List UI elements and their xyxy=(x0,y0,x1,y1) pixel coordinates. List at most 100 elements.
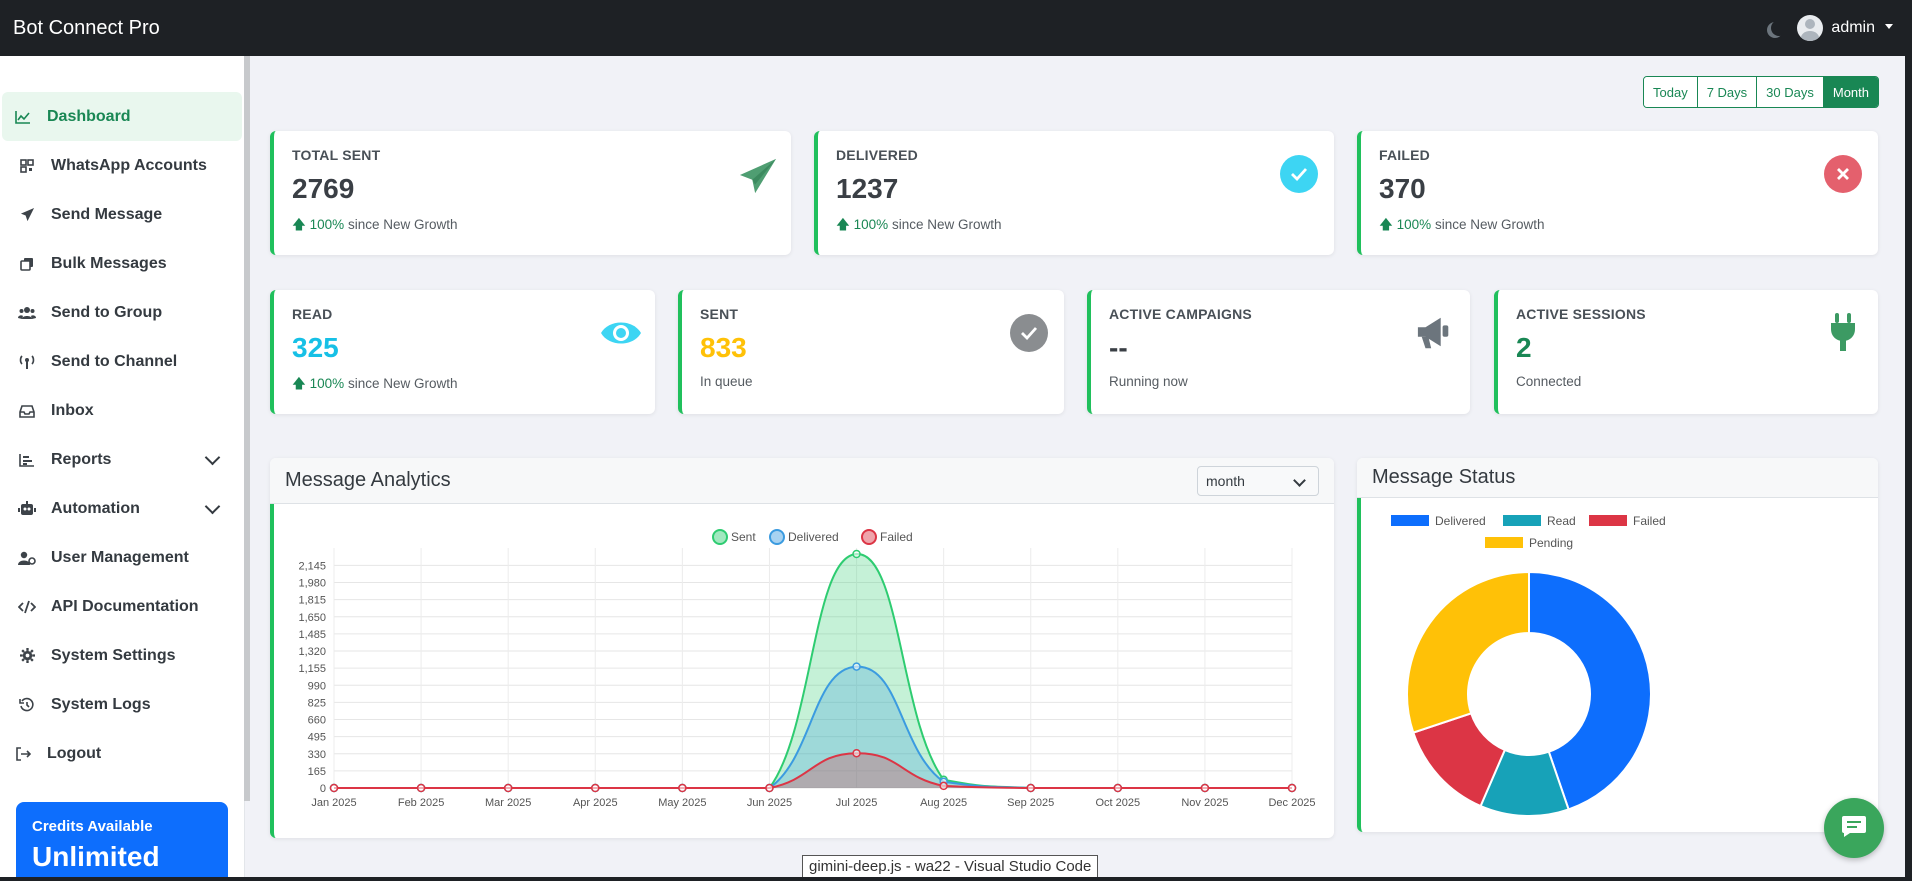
sidebar-item-send-to-group[interactable]: Send to Group xyxy=(2,288,242,337)
stat-value: 325 xyxy=(292,332,339,363)
sidebar-item-logout[interactable]: Logout xyxy=(2,729,242,778)
stat-card-total-sent: TOTAL SENT 2769 🡅 100% since New Growth xyxy=(270,131,791,255)
period-select[interactable]: month xyxy=(1197,465,1319,496)
inbox-icon xyxy=(18,402,36,420)
stat-card-sent: SENT 833 In queue xyxy=(678,290,1064,414)
legend-marker xyxy=(861,529,877,545)
stat-card-read: READ 325 🡅 100% since New Growth xyxy=(270,290,655,414)
legend-label: Pending xyxy=(1529,536,1573,550)
data-point xyxy=(852,662,861,671)
dark-mode-icon[interactable] xyxy=(1771,20,1787,36)
y-tick-label: 825 xyxy=(308,697,326,709)
y-tick-label: 2,145 xyxy=(298,560,326,572)
x-tick-label: Jan 2025 xyxy=(311,797,356,809)
sidebar-item-label: Bulk Messages xyxy=(51,254,167,272)
stat-note: 🡅 100% since New Growth xyxy=(836,215,1316,238)
sidebar-item-dashboard[interactable]: Dashboard xyxy=(2,92,242,141)
y-tick-label: 1,320 xyxy=(298,646,326,658)
stat-value: 2769 xyxy=(292,173,355,204)
sidebar-item-label: WhatsApp Accounts xyxy=(51,156,207,174)
chat-icon xyxy=(1841,814,1867,843)
data-point xyxy=(678,783,687,793)
stat-note-text: since New Growth xyxy=(344,376,458,391)
legend-label: Failed xyxy=(1633,514,1666,528)
stat-card-active-campaigns: ACTIVE CAMPAIGNS -- Running now xyxy=(1087,290,1470,414)
caret-down-icon xyxy=(1885,23,1893,29)
eye-icon xyxy=(599,314,643,352)
history-icon xyxy=(18,696,36,714)
sidebar-item-send-message[interactable]: Send Message xyxy=(2,190,242,239)
paper-plane-icon xyxy=(18,206,36,224)
chart-line-icon xyxy=(14,108,32,126)
x-tick-label: Oct 2025 xyxy=(1095,797,1140,809)
chat-fab-button[interactable] xyxy=(1824,798,1884,858)
sidebar-scrollbar[interactable] xyxy=(244,56,250,801)
series-area-failed xyxy=(334,753,1292,788)
sidebar-item-label: Automation xyxy=(51,499,140,517)
stat-label: ACTIVE CAMPAIGNS xyxy=(1109,306,1252,322)
status-header: Message Status xyxy=(1357,458,1878,498)
stat-label: FAILED xyxy=(1379,147,1430,163)
data-point xyxy=(765,783,774,793)
gear-icon xyxy=(18,647,36,665)
sidebar-item-whatsapp-accounts[interactable]: WhatsApp Accounts xyxy=(2,141,242,190)
data-point xyxy=(1113,783,1123,793)
bottom-edge xyxy=(0,877,1912,881)
analytics-title: Message Analytics xyxy=(285,469,451,491)
range-month-button[interactable]: Month xyxy=(1823,77,1879,107)
x-tick-label: Jun 2025 xyxy=(747,797,792,809)
status-chart: Delivered Read Failed Pending xyxy=(1391,514,1666,817)
series-area-sent xyxy=(334,553,1292,788)
range-30days-button[interactable]: 30 Days xyxy=(1757,77,1824,107)
sidebar-nav: Dashboard WhatsApp Accounts Send Message… xyxy=(2,92,242,778)
brand-title[interactable]: Bot Connect Pro xyxy=(13,16,160,39)
date-range-group: Today 7 Days 30 Days Month xyxy=(1643,76,1880,108)
code-icon xyxy=(18,598,36,616)
x-tick-label: Dec 2025 xyxy=(1268,797,1315,809)
legend-swatch xyxy=(1391,515,1429,526)
check-circle-icon xyxy=(1280,155,1318,193)
top-navbar: Bot Connect Pro admin xyxy=(0,0,1912,56)
check-circle-icon xyxy=(1010,314,1048,352)
data-point xyxy=(1026,783,1035,793)
stat-note: Running now xyxy=(1109,374,1188,389)
x-tick-label: Jul 2025 xyxy=(836,797,878,809)
sidebar-item-automation[interactable]: Automation xyxy=(2,484,242,533)
stat-value: 1237 xyxy=(836,173,899,204)
credits-title: Credits Available xyxy=(32,818,153,835)
sidebar-item-api-documentation[interactable]: API Documentation xyxy=(2,582,242,631)
copy-icon xyxy=(18,255,36,273)
sidebar-item-system-settings[interactable]: System Settings xyxy=(2,631,242,680)
data-point xyxy=(591,783,600,793)
sidebar-item-label: API Documentation xyxy=(51,597,199,615)
sidebar-item-label: Send Message xyxy=(51,205,163,223)
stat-card-delivered: DELIVERED 1237 🡅 100% since New Growth xyxy=(814,131,1334,255)
sidebar-item-system-logs[interactable]: System Logs xyxy=(2,680,242,729)
chevron-down-icon xyxy=(204,498,221,515)
analytics-chart: 0 165 330 495 660 825 990 1,155 1,320 1,485 1,650 1… xyxy=(298,529,1316,809)
range-today-button[interactable]: Today xyxy=(1644,77,1698,107)
y-tick-label: 1,980 xyxy=(298,578,326,590)
sidebar-item-label: Send to Group xyxy=(51,303,163,321)
stat-card-active-sessions: ACTIVE SESSIONS 2 Connected xyxy=(1494,290,1878,414)
user-menu[interactable]: admin xyxy=(1797,15,1893,41)
sidebar-item-reports[interactable]: Reports xyxy=(2,435,242,484)
x-tick-label: Sep 2025 xyxy=(1007,797,1054,809)
range-7days-button[interactable]: 7 Days xyxy=(1697,77,1758,107)
stat-label: DELIVERED xyxy=(836,147,918,163)
sidebar-item-send-to-channel[interactable]: Send to Channel xyxy=(2,337,242,386)
stat-label: TOTAL SENT xyxy=(292,147,381,163)
stat-note: 🡅 100% since New Growth xyxy=(1379,215,1860,238)
stat-pct: 100% xyxy=(309,376,345,391)
sidebar-item-bulk-messages[interactable]: Bulk Messages xyxy=(2,239,242,288)
data-point xyxy=(852,748,861,758)
stat-note-text: since New Growth xyxy=(888,217,1002,232)
sidebar-item-user-management[interactable]: User Management xyxy=(2,533,242,582)
sidebar-item-label: Reports xyxy=(51,450,112,468)
period-select-value: month xyxy=(1206,472,1245,489)
sidebar-item-inbox[interactable]: Inbox xyxy=(2,386,242,435)
window-edge xyxy=(1905,0,1912,881)
avatar xyxy=(1797,15,1824,41)
stat-value: 2 xyxy=(1516,332,1532,363)
x-tick-label: Mar 2025 xyxy=(485,797,531,809)
